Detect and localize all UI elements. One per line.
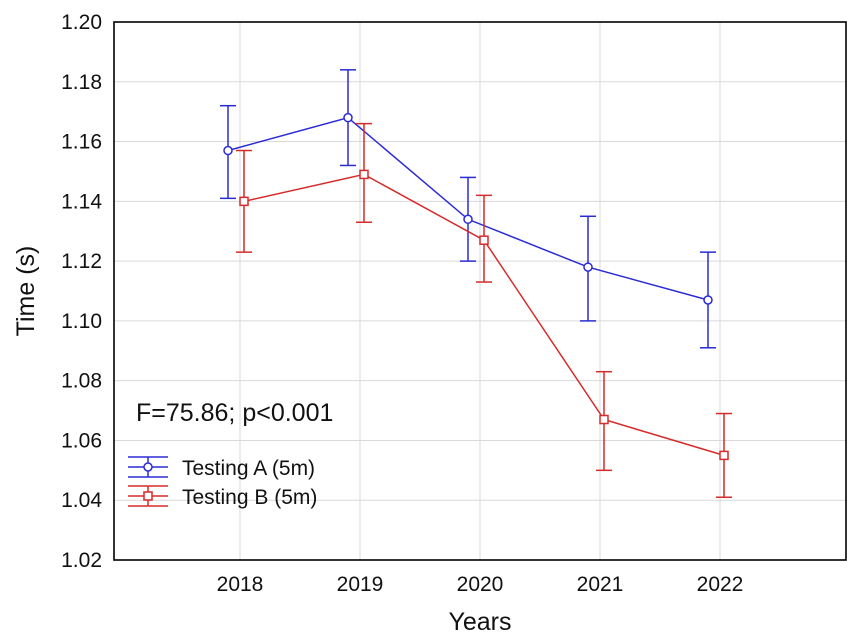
x-tick-label: 2018 [217,573,264,596]
x-tick-label: 2020 [457,573,504,596]
y-tick-label: 1.16 [61,131,102,154]
data-point [703,295,713,305]
y-tick-label: 1.06 [61,429,102,452]
stats-annotation: F=75.86; p<0.001 [136,399,333,427]
legend-item: Testing A (5m) [128,456,315,480]
x-axis-title: Years [448,608,511,634]
grid-lines [114,22,846,560]
legend-marker [143,491,153,501]
legend-label: Testing B (5m) [182,486,317,509]
data-point [343,112,353,123]
plot-frame [113,21,847,561]
y-tick-label: 1.08 [61,370,102,393]
y-tick-labels: 1.02 1.04 1.06 1.08 1.10 1.12 1.14 1.16 1.18 1.20 [61,11,102,572]
data-point [599,414,609,425]
x-tick-label: 2019 [337,573,384,596]
x-tick-label: 2021 [577,573,624,596]
series-testing-b [236,122,732,498]
legend-marker [143,462,153,472]
y-tick-label: 1.14 [61,190,102,213]
y-tick-label: 1.10 [61,310,102,333]
data-point [359,169,369,180]
y-tick-label: 1.04 [61,489,102,512]
legend-item: Testing B (5m) [128,485,317,509]
data-point [223,145,233,156]
data-point [479,235,489,245]
x-tick-label: 2022 [697,573,744,596]
legend: Testing A (5m) Testing B (5m) [128,456,317,509]
y-tick-label: 1.02 [61,549,102,572]
y-tick-label: 1.18 [61,71,102,94]
data-point [239,196,249,207]
legend-label: Testing A (5m) [182,457,315,480]
data-point [719,450,729,461]
y-axis-title: Time (s) [12,246,40,337]
y-tick-label: 1.20 [61,11,102,34]
series-testing-a [220,69,716,349]
series-layer [220,69,732,498]
y-tick-label: 1.12 [61,250,102,273]
x-tick-labels: 2018 2019 2020 2021 2022 [217,573,744,596]
data-point [583,262,593,272]
data-point [463,214,473,225]
